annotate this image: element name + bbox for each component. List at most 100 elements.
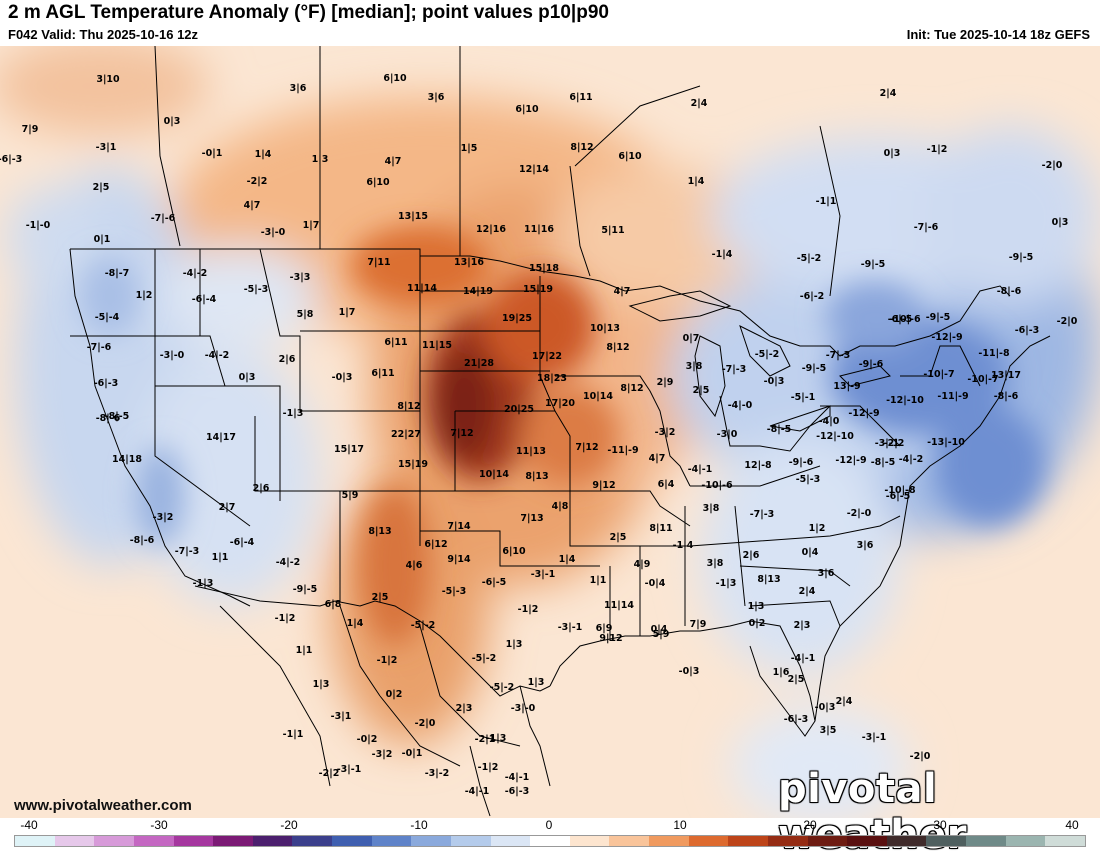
point-value-label: 2|4 (799, 586, 816, 597)
point-value-label: 6|12 (424, 539, 447, 550)
point-value-label: 18|23 (537, 373, 567, 384)
colorbar-swatch (1005, 836, 1046, 846)
point-value-label: -4|-1 (465, 786, 490, 797)
point-value-label: -3|-2 (425, 768, 450, 779)
point-value-label: 13|17 (991, 370, 1021, 381)
colorbar-swatch (966, 836, 1006, 846)
point-value-label: -8|-6 (130, 535, 155, 546)
map-title: 2 m AGL Temperature Anomaly (°F) [median… (8, 2, 609, 23)
point-value-label: 5|8 (297, 309, 314, 320)
colorbar-swatch (490, 836, 531, 846)
point-value-label: 1|3 (748, 601, 765, 612)
point-value-label: -0|3 (679, 666, 700, 677)
point-value-label: -5|-4 (95, 312, 120, 323)
point-value-label: 7|11 (367, 257, 390, 268)
point-value-label: 3|6 (857, 540, 874, 551)
colorbar-swatch (173, 836, 214, 846)
point-value-label: 17|20 (545, 398, 575, 409)
colorbar-tick-label: 20 (803, 818, 817, 832)
point-value-label: -3|-0 (261, 227, 286, 238)
point-value-label: 7|14 (447, 521, 471, 532)
point-value-label: -1|3 (486, 733, 507, 744)
point-value-label: 8|13 (525, 471, 548, 482)
point-value-label: -1|2 (518, 604, 539, 615)
point-value-label: 6|11 (371, 368, 394, 379)
colorbar (14, 835, 1086, 847)
point-value-label: 1|2 (136, 290, 153, 301)
point-value-label: -8|-5 (871, 457, 896, 468)
point-value-label: -3|1 (96, 142, 117, 153)
point-value-label: -1|1 (283, 729, 304, 740)
point-value-label: 13|15 (398, 211, 428, 222)
point-value-label: 11|16 (524, 224, 554, 235)
point-value-label: 4|9 (634, 559, 651, 570)
point-value-label: -3|-0 (511, 703, 536, 714)
colorbar-swatch (332, 836, 372, 846)
point-value-label: -0|2 (357, 734, 378, 745)
point-value-label: 8|12 (397, 401, 420, 412)
point-value-label: -13|-10 (927, 437, 965, 448)
point-value-label: -1|3 (716, 578, 737, 589)
point-value-label: -3|-1 (862, 732, 887, 743)
point-value-label: 5|9 (653, 629, 670, 640)
point-value-label: 1|6 (773, 667, 790, 678)
colorbar-swatch (411, 836, 451, 846)
point-value-label: -5|-2 (755, 349, 780, 360)
point-value-label: 4|7 (649, 453, 666, 464)
point-value-label: -2|0 (1057, 316, 1078, 327)
point-value-label: 4|7 (385, 156, 402, 167)
point-value-label: -5|-2 (797, 253, 822, 264)
colorbar-swatch (688, 836, 729, 846)
point-value-label: -12|-10 (816, 431, 854, 442)
point-value-label: 1|2 (809, 523, 826, 534)
point-value-label: 17|22 (532, 351, 562, 362)
colorbar-tick-label: 40 (1065, 818, 1079, 832)
point-value-label: 11|15 (422, 340, 452, 351)
colorbar-swatch (94, 836, 134, 846)
colorbar-swatch (767, 836, 808, 846)
point-value-label: -6|-5 (888, 314, 913, 325)
point-value-label: -5|-1 (791, 392, 816, 403)
point-value-label: 8|12 (620, 383, 643, 394)
point-value-label: -8|-7 (105, 268, 130, 279)
point-value-label: 6|4 (658, 479, 675, 490)
point-value-label: 2|5 (372, 592, 389, 603)
point-value-label: 2|6 (279, 354, 296, 365)
point-value-label: 1|5 (461, 143, 478, 154)
point-value-label: -2|-0 (847, 508, 872, 519)
point-value-label: 1|4 (255, 149, 272, 160)
point-value-label: 8|11 (649, 523, 672, 534)
point-value-label: -0|3 (764, 376, 785, 387)
point-value-label: 0|4 (651, 624, 668, 635)
point-value-label: 6|11 (384, 337, 407, 348)
point-value-label: -4|-2 (276, 557, 301, 568)
point-value-label: 4|7 (244, 200, 261, 211)
point-value-label: 0|3 (239, 372, 256, 383)
point-value-label: 14|19 (463, 286, 493, 297)
point-value-label: -7|-6 (87, 342, 112, 353)
point-values: 3|10 3|6 6|10 3|6 6|10 6|11 2|4 2|4 7|9 0|3 -3|1 -0… (0, 73, 1078, 797)
point-value-label: -8|-6 (994, 391, 1019, 402)
point-value-label: -6|-3 (94, 378, 119, 389)
point-value-label: -6|-5 (482, 577, 507, 588)
point-value-label: 10|14 (479, 469, 509, 480)
point-value-label: 3|6 (290, 83, 307, 94)
point-value-label: 2|3 (794, 620, 811, 631)
site-url-link[interactable]: www.pivotalweather.com (14, 797, 192, 814)
point-value-label: -5|-2 (472, 653, 497, 664)
point-value-label: -6|-4 (230, 537, 255, 548)
point-value-label: 22|27 (391, 429, 421, 440)
point-value-label: 9|14 (447, 554, 471, 565)
point-value-label: 20|25 (504, 404, 534, 415)
point-value-label: 8|12 (606, 342, 629, 353)
point-value-label: 6|10 (383, 73, 407, 84)
point-value-label: -3|-1 (875, 438, 900, 449)
point-value-label: -0|3 (332, 372, 353, 383)
point-value-label: 7|9 (22, 124, 39, 135)
point-value-label: -3|-1 (531, 569, 556, 580)
colorbar-swatch (807, 836, 848, 846)
point-value-label: -6|-4 (192, 294, 217, 305)
point-value-label: -12|-9 (835, 455, 866, 466)
point-value-label: 2|4 (836, 696, 853, 707)
point-value-label: 21|28 (464, 358, 494, 369)
